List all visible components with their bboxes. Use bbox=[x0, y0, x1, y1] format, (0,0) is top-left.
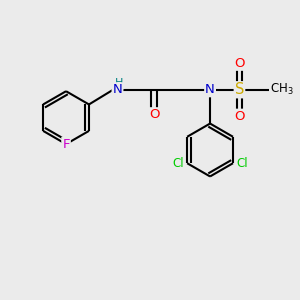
Text: Cl: Cl bbox=[172, 157, 184, 170]
Text: N: N bbox=[112, 83, 122, 96]
Text: N: N bbox=[205, 83, 215, 96]
Text: F: F bbox=[62, 138, 70, 151]
Text: O: O bbox=[149, 108, 160, 121]
Text: S: S bbox=[235, 82, 244, 97]
Text: Cl: Cl bbox=[236, 157, 248, 170]
Text: O: O bbox=[234, 57, 245, 70]
Text: CH$_3$: CH$_3$ bbox=[270, 82, 294, 97]
Text: O: O bbox=[234, 110, 245, 123]
Text: H: H bbox=[116, 78, 124, 88]
